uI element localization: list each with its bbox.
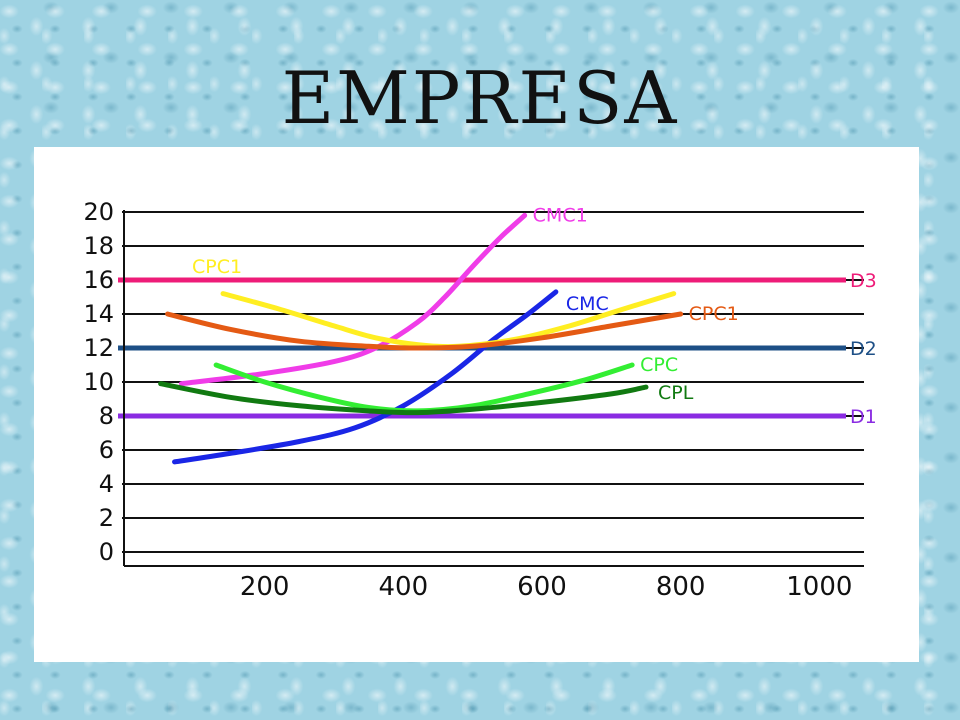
y-tick-label: 12 [83,334,114,362]
y-tick-label: 14 [83,300,114,328]
series-label: CPC1 [192,256,242,278]
series-lines [158,212,684,465]
series-label: CPC [640,354,678,376]
y-tick-label: 20 [83,198,114,226]
series-line-cmc1 [178,212,528,387]
hline-label: D2 [850,338,877,360]
series-line-cpc1 [165,311,684,351]
series-label: CMC1 [533,204,588,226]
cost-curves-chart: D3 D2 D1 CMC1 CMC CPC1 CPC1 CPC CPL 0 2 4 6 8 10 12 14 1… [83,198,877,602]
hline-label: D3 [850,270,877,292]
y-tick-label: 16 [83,266,114,294]
x-tick-label: 200 [240,572,290,602]
series-line-cpl [158,381,649,416]
x-tick-label: 800 [656,572,706,602]
x-tick-label: 600 [517,572,567,602]
hline-label: D1 [850,406,877,428]
y-tick-label: 4 [99,470,114,498]
y-tick-label: 8 [99,402,114,430]
x-tick-label: 1000 [786,572,852,602]
y-tick-label: 18 [83,232,114,260]
axis-ticks: 0 2 4 6 8 10 12 14 16 18 20 200 400 600 800 1000 [83,198,864,602]
slide-title: EMPRESA [281,56,679,140]
y-tick-label: 6 [99,436,114,464]
y-tick-label: 0 [99,538,114,566]
y-tick-label: 2 [99,504,114,532]
series-label: CMC [566,293,609,315]
chart-panel: D3 D2 D1 CMC1 CMC CPC1 CPC1 CPC CPL 0 2 4 6 8 10 12 14 1… [34,147,919,662]
series-labels: D3 D2 D1 CMC1 CMC CPC1 CPC1 CPC CPL [192,204,877,428]
series-line-cmc [172,289,559,465]
series-label: CPC1 [689,303,739,325]
x-tick-label: 400 [379,572,429,602]
series-label: CPL [658,382,694,404]
y-tick-label: 10 [83,368,114,396]
